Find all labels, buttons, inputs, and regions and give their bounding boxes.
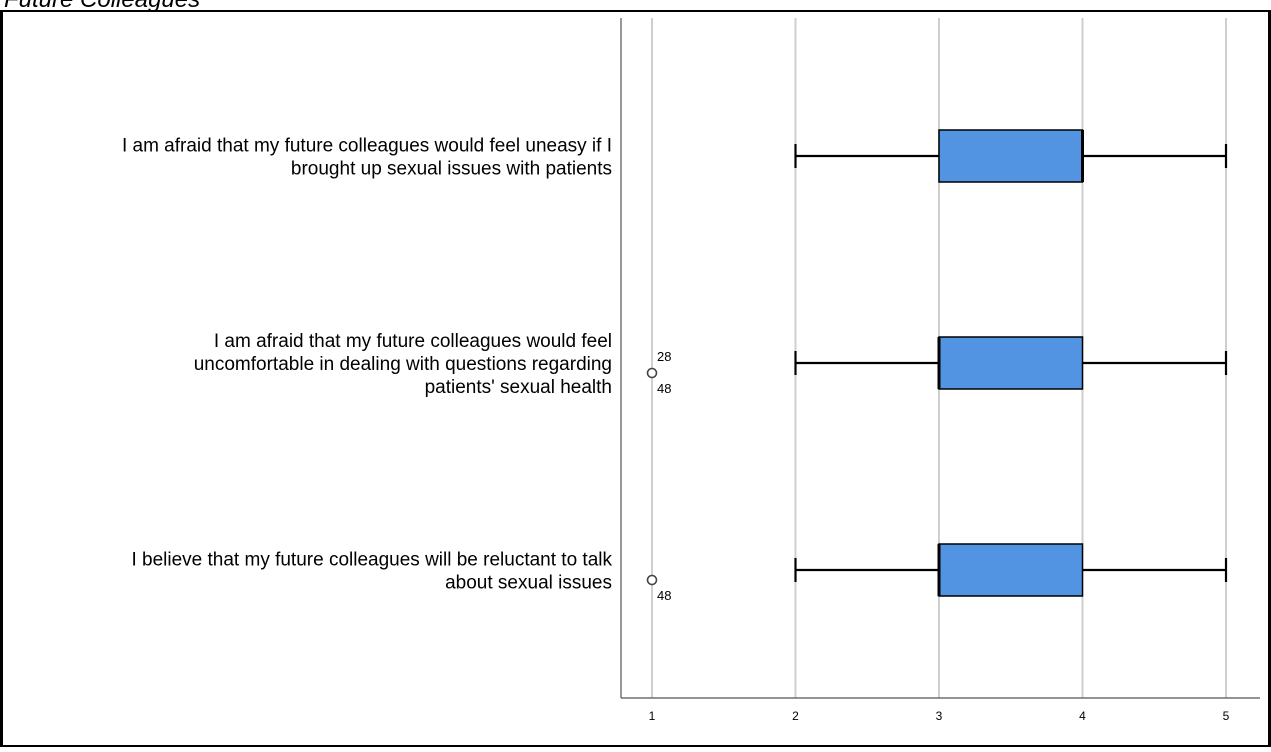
outlier-label: 48 <box>657 381 671 396</box>
x-tick-label: 3 <box>936 709 943 723</box>
boxplot-chart: 1 2 3 4 5 I am afraid that my future colleag… <box>0 9 1271 748</box>
category-label-line: uncomfortable in dealing with questions … <box>194 354 612 375</box>
category-label: I believe that my future colleagues will… <box>131 550 612 594</box>
x-tick-label: 1 <box>649 709 656 723</box>
category-label-line: I am afraid that my future colleagues wo… <box>214 331 612 352</box>
category-label-line: I am afraid that my future colleagues wo… <box>122 136 612 157</box>
x-tick-label: 5 <box>1223 709 1230 723</box>
category-labels: I am afraid that my future colleagues wo… <box>122 136 613 594</box>
box-iqr <box>938 129 1084 183</box>
outlier-marker <box>646 574 658 586</box>
category-label-line: about sexual issues <box>445 573 612 594</box>
boxes <box>794 129 1228 597</box>
box-iqr <box>938 336 1084 390</box>
category-label-line: patients' sexual health <box>425 377 612 398</box>
outlier-label: 48 <box>657 588 671 603</box>
category-label-line: brought up sexual issues with patients <box>291 159 612 180</box>
category-label: I am afraid that my future colleagues wo… <box>194 331 612 398</box>
x-tick-label: 4 <box>1079 709 1086 723</box>
box-iqr <box>938 543 1084 597</box>
axis-layer <box>620 18 1260 699</box>
outlier-marker <box>646 367 658 379</box>
chart-frame: 1 2 3 4 5 I am afraid that my future colleag… <box>0 9 1271 748</box>
category-label: I am afraid that my future colleagues wo… <box>122 136 612 180</box>
outliers: 28 48 48 <box>646 349 671 603</box>
category-label-line: I believe that my future colleagues will… <box>131 550 612 571</box>
tick-labels: 1 2 3 4 5 <box>649 709 1230 723</box>
x-tick-label: 2 <box>792 709 799 723</box>
outlier-label: 28 <box>657 349 671 364</box>
